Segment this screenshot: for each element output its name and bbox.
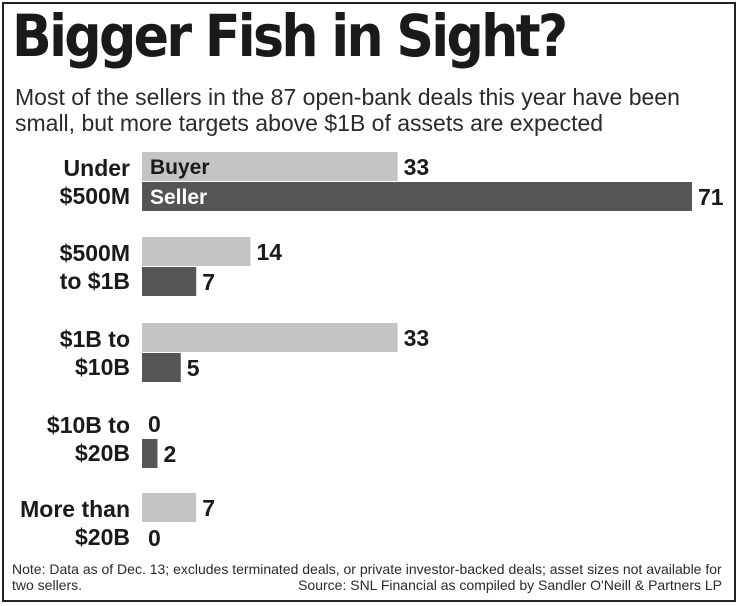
seller-legend-label: Seller <box>150 186 207 209</box>
seller-bar <box>142 353 181 382</box>
buyer-value-label: 14 <box>256 239 282 265</box>
seller-value-label: 0 <box>148 525 161 551</box>
buyer-bar <box>142 237 251 266</box>
category-label: More than $20B <box>20 496 130 550</box>
category-label: $1B to $10B <box>60 326 130 380</box>
seller-bar <box>142 267 197 296</box>
chart-footnote: Note: Data as of Dec. 13; excludes termi… <box>12 561 732 593</box>
seller-value-label: 71 <box>698 184 724 210</box>
buyer-bar <box>142 152 398 181</box>
buyer-value-label: 0 <box>148 411 161 437</box>
category-label: Under $500M <box>60 155 130 209</box>
category-label: $500M to $1B <box>60 240 130 294</box>
buyer-value-label: 33 <box>404 325 430 351</box>
buyer-bar <box>142 493 197 522</box>
buyer-bar <box>142 323 398 352</box>
category-label: $10B to $20B <box>47 412 130 466</box>
seller-bar <box>142 439 158 468</box>
note-text: Note: Data as of Dec. 13; excludes termi… <box>12 561 722 593</box>
seller-bar <box>142 182 692 211</box>
chart-title: Bigger Fish in Sight? <box>12 2 568 70</box>
buyer-value-label: 7 <box>202 495 215 521</box>
chart-subtitle: Most of the sellers in the 87 open-bank … <box>15 84 680 136</box>
source-text: Source: SNL Financial as compiled by San… <box>298 577 722 593</box>
buyer-value-label: 33 <box>404 154 430 180</box>
seller-value-label: 2 <box>163 441 176 467</box>
seller-value-label: 5 <box>187 355 200 381</box>
buyer-legend-label: Buyer <box>150 156 210 179</box>
seller-value-label: 7 <box>202 269 215 295</box>
